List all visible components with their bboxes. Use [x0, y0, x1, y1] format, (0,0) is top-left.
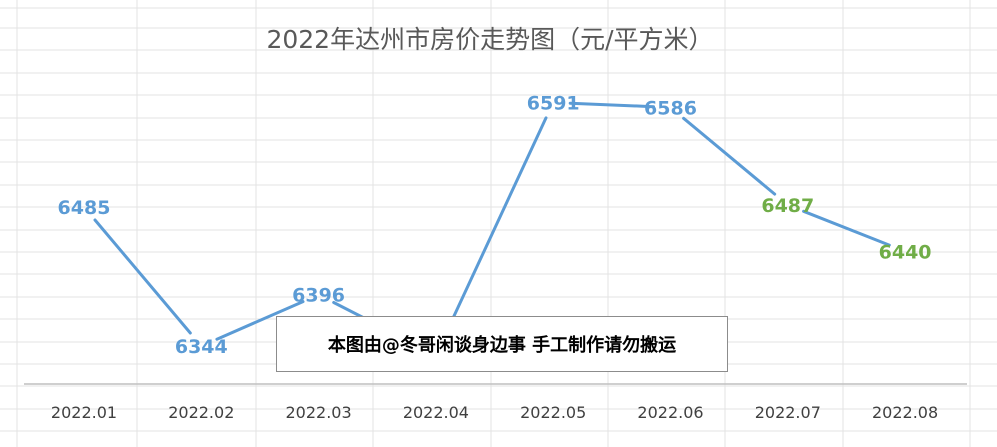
watermark-box: 本图由@冬哥闲谈身边事 手工制作请勿搬运 — [276, 316, 728, 372]
line-segment-2 — [215, 300, 305, 341]
data-label-2022-01: 6485 — [58, 197, 111, 219]
x-tick-2022-02: 2022.02 — [168, 403, 234, 422]
line-segment-1 — [93, 218, 192, 335]
x-tick-2022-07: 2022.07 — [755, 403, 821, 422]
line-segment-7 — [802, 209, 891, 247]
data-label-2022-03: 6396 — [292, 285, 345, 307]
data-label-2022-05: 6591 — [527, 93, 580, 115]
x-tick-2022-03: 2022.03 — [286, 403, 352, 422]
line-segment-4 — [441, 116, 548, 341]
data-labels: 64856344639663356591658664876440 — [58, 93, 932, 367]
x-tick-2022-05: 2022.05 — [520, 403, 586, 422]
x-tick-2022-08: 2022.08 — [872, 403, 938, 422]
line-segment-5 — [568, 101, 655, 109]
x-tick-2022-01: 2022.01 — [51, 403, 117, 422]
data-label-2022-08: 6440 — [879, 241, 932, 263]
x-tick-2022-06: 2022.06 — [637, 403, 703, 422]
x-tick-2022-04: 2022.04 — [403, 403, 469, 422]
data-label-2022-07: 6487 — [761, 195, 814, 217]
watermark-text: 本图由@冬哥闲谈身边事 手工制作请勿搬运 — [327, 335, 677, 356]
data-label-2022-06: 6586 — [644, 97, 697, 119]
data-label-2022-02: 6344 — [175, 336, 228, 358]
chart-title: 2022年达州市房价走势图（元/平方米） — [266, 25, 713, 54]
x-tick-labels: 2022.01 2022.02 2022.03 2022.04 2022.05 2022.… — [51, 403, 938, 422]
line-segment-6 — [682, 116, 777, 196]
